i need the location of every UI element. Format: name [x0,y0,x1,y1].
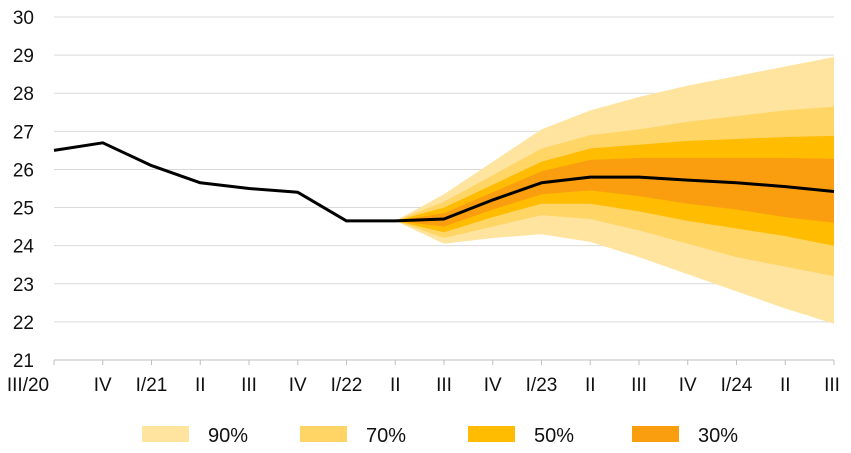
x-tick-label: IV [484,375,502,396]
legend-swatch [142,426,189,442]
x-tick-label: I/21 [136,375,168,396]
legend-label: 50% [534,425,574,447]
y-tick-label: 30 [13,8,34,29]
x-tick-label: II [390,375,401,396]
fan-band-30pct [395,158,834,227]
legend-swatch [632,426,679,442]
x-tick-label: III [631,375,647,396]
legend-swatch [468,426,515,442]
central-projection-line [53,141,835,223]
x-tick-label: II [780,375,791,396]
y-tick-label: 23 [13,275,34,296]
x-tick-label: III [241,375,257,396]
x-tick-label: IV [289,375,307,396]
y-tick-label: 26 [13,160,34,181]
fan-bands [395,57,834,324]
legend-label: 30% [698,425,738,447]
y-tick-label: 24 [13,237,35,258]
y-tick-label: 21 [13,351,34,372]
legend-label: 90% [208,425,248,447]
y-tick-label: 27 [13,122,34,143]
y-tick-label: 29 [13,46,34,67]
legend-label: 70% [366,425,406,447]
x-tick-label: I/22 [331,375,363,396]
legend-swatch [300,426,347,442]
series-line [53,141,835,223]
x-tick-label: IV [679,375,697,396]
legend: 90% 70% 50% 30% [142,425,738,447]
y-axis-tick-labels: 21 22 23 24 25 26 27 28 29 30 [13,8,35,372]
gridlines [54,16,834,323]
x-axis-tick-labels: III/20 IV I/21 II III IV I/22 II III IV I/23 II III I… [7,375,840,396]
x-tick-label: II [585,375,596,396]
x-axis [53,359,835,365]
x-tick-label: III [824,375,840,396]
x-tick-label: III [436,375,452,396]
x-tick-label: I/24 [721,375,753,396]
y-tick-label: 22 [13,313,34,334]
x-tick-label: II [195,375,206,396]
y-tick-label: 25 [13,199,34,220]
x-tick-label: I/23 [526,375,558,396]
x-tick-label: III/20 [7,375,49,396]
y-tick-label: 28 [13,84,34,105]
x-tick-label: IV [94,375,112,396]
